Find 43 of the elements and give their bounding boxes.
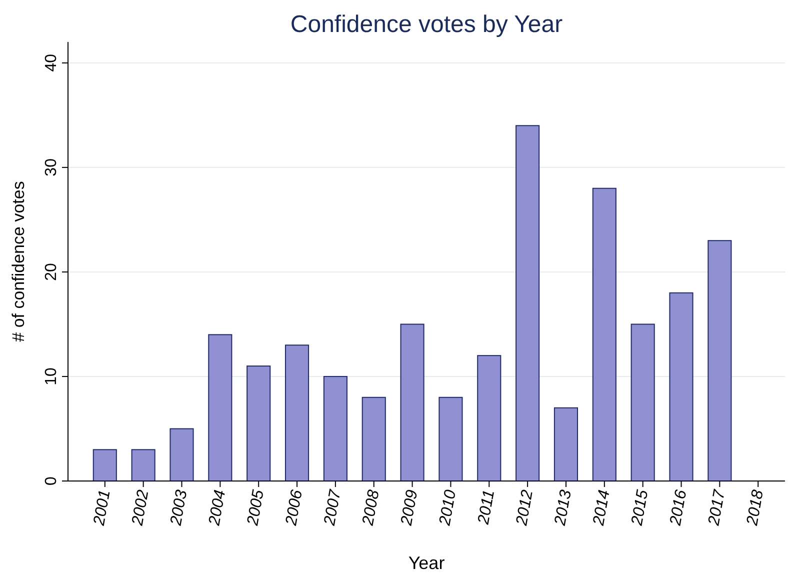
x-tick-label: 2017 <box>706 488 729 528</box>
x-tick-label: 2004 <box>206 488 230 528</box>
bar <box>477 355 502 482</box>
bar <box>669 292 694 482</box>
bar <box>323 376 348 482</box>
x-tick-label: 2007 <box>321 488 345 528</box>
y-axis-title: # of confidence votes <box>9 181 28 342</box>
x-tick-label: 2014 <box>590 488 614 528</box>
x-tick-label: 2012 <box>513 488 537 528</box>
bar <box>131 449 156 482</box>
y-tick-label: 30 <box>43 158 60 176</box>
y-tick-label: 20 <box>43 262 60 281</box>
y-tick-label: 0 <box>43 476 60 486</box>
bar <box>284 344 310 482</box>
x-tick-label: 2001 <box>90 488 114 528</box>
bar <box>92 449 117 482</box>
chart-title: Confidence votes by Year <box>290 11 563 38</box>
bar <box>438 396 463 482</box>
x-tick-label: 2013 <box>552 488 575 528</box>
x-tick-label: 2011 <box>475 488 498 527</box>
x-axis-title: Year <box>408 553 445 573</box>
bar <box>362 396 386 482</box>
x-tick-label: 2016 <box>667 488 690 528</box>
x-tick-label: 2003 <box>168 488 191 528</box>
bar <box>516 125 540 482</box>
x-tick-label: 2006 <box>282 488 306 528</box>
bar <box>246 366 271 482</box>
bar <box>554 407 578 482</box>
x-tick-label: 2009 <box>398 488 422 528</box>
bar <box>170 428 194 482</box>
x-tick-label: 2002 <box>129 488 152 528</box>
x-tick-label: 2015 <box>628 488 652 528</box>
bar <box>592 188 616 482</box>
bar <box>208 334 232 482</box>
x-tick-label: 2018 <box>744 488 768 528</box>
bar <box>630 324 655 482</box>
x-tick-label: 2005 <box>244 488 268 528</box>
y-tick-label: 10 <box>43 367 60 386</box>
bar <box>708 240 732 482</box>
x-tick-label: 2008 <box>360 488 383 528</box>
bar <box>400 324 424 482</box>
x-tick-label: 2010 <box>436 488 460 528</box>
y-tick-label: 40 <box>43 54 60 72</box>
